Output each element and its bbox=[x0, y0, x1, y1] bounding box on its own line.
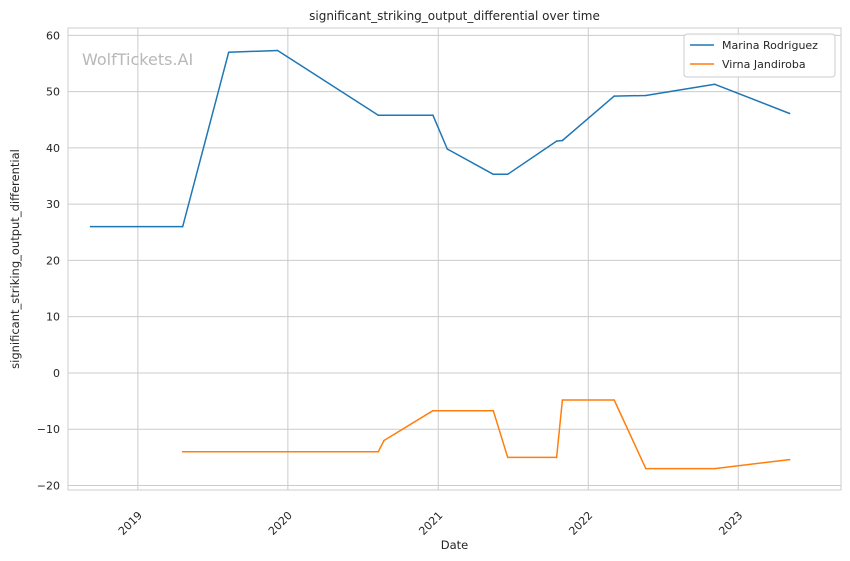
series-line-2 bbox=[182, 399, 790, 470]
data-point bbox=[788, 458, 791, 461]
y-tick-label: 30 bbox=[46, 198, 60, 211]
data-point bbox=[613, 399, 615, 401]
data-point bbox=[561, 139, 564, 142]
x-tick-label: 2023 bbox=[716, 509, 745, 538]
y-gridlines bbox=[68, 34, 841, 486]
data-point bbox=[181, 225, 184, 228]
y-tick-label: −20 bbox=[37, 479, 60, 492]
y-tick-label: 60 bbox=[46, 29, 60, 42]
data-point bbox=[555, 456, 558, 459]
data-point bbox=[561, 399, 564, 401]
series-layer bbox=[89, 49, 791, 470]
x-tick-labels: 2019 2020 2021 2022 2023 bbox=[116, 509, 745, 538]
data-point bbox=[645, 467, 647, 470]
data-point bbox=[377, 450, 380, 453]
y-tick-label: 20 bbox=[46, 254, 60, 267]
data-point bbox=[506, 456, 509, 459]
y-axis-title: significant_striking_output_differential bbox=[8, 149, 22, 369]
data-point bbox=[383, 439, 385, 442]
data-point bbox=[432, 409, 434, 412]
legend-box bbox=[683, 33, 836, 78]
legend-label-2: Virna Jandiroba bbox=[722, 58, 806, 71]
x-axis-title: Date bbox=[441, 538, 469, 552]
data-point bbox=[613, 95, 615, 97]
x-tick-label: 2019 bbox=[116, 509, 145, 538]
plot-frame bbox=[67, 27, 842, 491]
data-point bbox=[446, 148, 449, 150]
data-point bbox=[555, 140, 558, 142]
y-tick-label: 50 bbox=[46, 86, 60, 99]
data-point bbox=[181, 450, 184, 453]
data-point bbox=[506, 173, 509, 176]
data-point bbox=[714, 467, 716, 470]
data-point bbox=[377, 114, 380, 116]
data-point bbox=[432, 114, 434, 116]
data-point bbox=[276, 49, 279, 52]
data-point bbox=[227, 51, 230, 53]
x-tick-label: 2020 bbox=[266, 509, 295, 538]
legend: Marina Rodriguez Virna Jandiroba bbox=[683, 33, 836, 78]
y-tick-label: 0 bbox=[53, 367, 60, 380]
y-tick-labels: 60 50 40 30 20 10 0 −10 −20 bbox=[37, 29, 60, 492]
data-point bbox=[714, 83, 716, 86]
data-point bbox=[645, 94, 647, 97]
x-tick-label: 2021 bbox=[416, 509, 445, 538]
watermark-text: WolfTickets.AI bbox=[82, 50, 193, 69]
data-point bbox=[788, 112, 791, 115]
chart-title: significant_striking_output_differential… bbox=[309, 9, 600, 23]
legend-label-1: Marina Rodriguez bbox=[722, 39, 818, 52]
y-tick-label: 10 bbox=[46, 311, 60, 324]
y-tick-label: −10 bbox=[37, 423, 60, 436]
x-tick-label: 2022 bbox=[566, 509, 595, 538]
data-point bbox=[89, 225, 92, 228]
y-tick-label: 40 bbox=[46, 142, 60, 155]
data-point bbox=[492, 173, 495, 176]
data-point bbox=[492, 409, 495, 412]
x-gridlines bbox=[137, 28, 739, 490]
